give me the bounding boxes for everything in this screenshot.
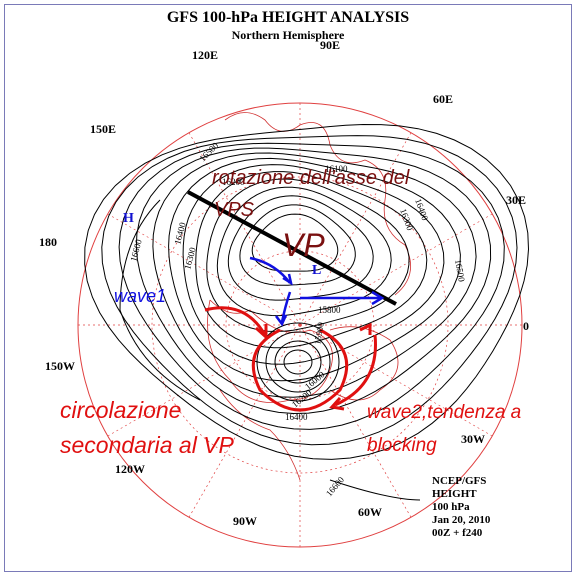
meridian <box>107 324 301 437</box>
low-center: L <box>312 263 321 278</box>
contour-label: 16600 <box>324 474 346 498</box>
annotation: VP <box>282 227 325 263</box>
contour <box>206 178 410 333</box>
contour-label: 16500 <box>453 259 467 283</box>
footer-line: 00Z + f240 <box>432 527 483 539</box>
footer-line: HEIGHT <box>432 488 477 500</box>
contour <box>182 164 445 365</box>
contour-label: 16100 <box>325 164 348 174</box>
annotation: secondaria al VP <box>60 432 235 458</box>
lon-label: 0 <box>523 319 529 333</box>
contour-label: 15900 <box>312 321 326 345</box>
meridian <box>299 132 412 326</box>
contour <box>84 123 530 460</box>
lon-label: 30E <box>506 193 526 207</box>
contour <box>256 322 340 402</box>
frame <box>4 4 572 572</box>
equator-circle <box>77 102 523 548</box>
contour <box>195 171 428 349</box>
red-arrows <box>204 306 377 412</box>
blue-arrows <box>249 256 385 327</box>
contour-label: 16400 <box>285 412 308 422</box>
annotation: blocking <box>367 435 437 456</box>
footer-line: 100 hPa <box>432 501 470 513</box>
annotation: VPS <box>214 199 255 221</box>
lon-label: 120W <box>115 462 145 476</box>
contour <box>283 349 313 375</box>
parallel <box>151 176 449 474</box>
contour <box>227 195 374 301</box>
meridian <box>299 213 493 326</box>
high-center: H <box>123 211 134 226</box>
contour <box>239 204 356 286</box>
lon-label: 90E <box>320 38 340 52</box>
footer-line: Jan 20, 2010 <box>432 514 491 526</box>
title: GFS 100-hPa HEIGHT ANALYSIS <box>167 9 409 26</box>
contour-label: 16400 <box>172 221 188 246</box>
lon-label: 150W <box>45 359 75 373</box>
contour <box>152 152 477 398</box>
lon-label: 180 <box>39 235 57 249</box>
lon-label: 30W <box>461 432 485 446</box>
contour <box>216 186 392 317</box>
subtitle: Northern Hemisphere <box>232 28 345 42</box>
lon-label: 60W <box>358 505 382 519</box>
contour-label: 15800 <box>318 305 341 315</box>
lon-label: 60E <box>433 92 453 106</box>
meridian <box>107 213 301 326</box>
meridian <box>299 324 493 437</box>
contour <box>329 479 421 501</box>
contour <box>168 157 461 382</box>
axis-line <box>187 190 397 306</box>
footer-line: NCEP/GFS <box>432 475 486 487</box>
lon-label: 90W <box>233 514 257 528</box>
contour-label: 16300 <box>398 207 415 232</box>
annotation: rotazione dell'asse del <box>212 167 410 189</box>
meridian <box>188 132 301 326</box>
contour <box>251 213 339 272</box>
lon-label: 150E <box>90 122 116 136</box>
lon-label: 120E <box>192 48 218 62</box>
annotation: circolazione <box>60 397 181 423</box>
contour-label: 16600 <box>128 238 144 263</box>
meridian <box>188 324 301 518</box>
contour-label: 16200 <box>222 177 245 187</box>
contour <box>119 199 201 401</box>
annotation: wave1 <box>114 286 166 306</box>
contour <box>101 135 518 446</box>
contour <box>265 331 331 393</box>
contour <box>274 340 322 384</box>
annotation: wave2,tendenza a <box>367 402 521 423</box>
contour <box>135 147 492 415</box>
